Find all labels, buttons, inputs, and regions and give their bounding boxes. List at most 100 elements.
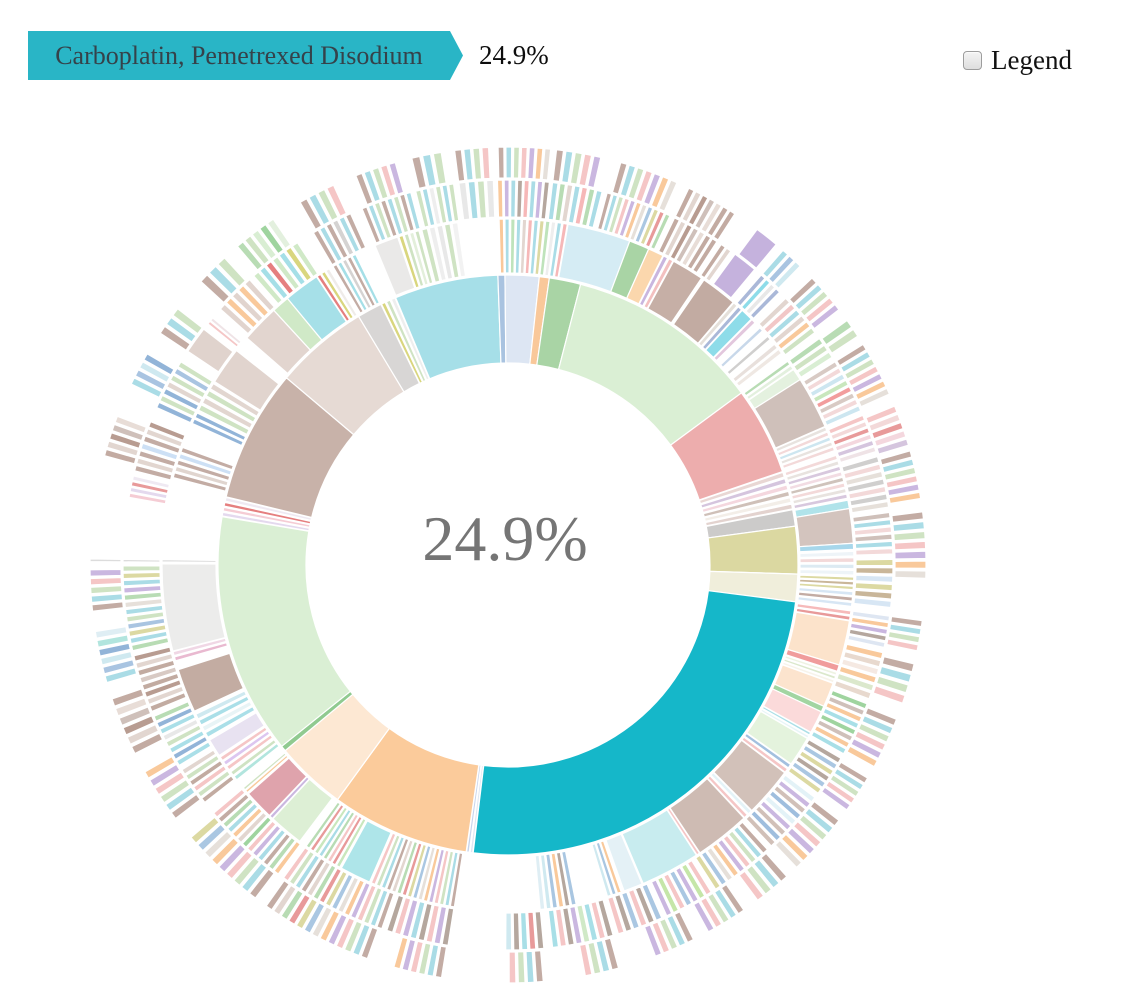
sunburst-arc[interactable] [123,584,162,594]
sunburst-arc[interactable] [198,695,250,726]
sunburst-arc[interactable] [165,724,203,748]
sunburst-arc[interactable] [209,317,242,345]
sunburst-arc[interactable] [165,316,197,343]
sunburst-arc[interactable] [441,907,455,946]
sunburst-arc[interactable] [627,888,648,927]
sunburst-arc[interactable] [798,750,835,777]
sunburst-arc[interactable] [595,841,617,896]
sunburst-arc[interactable] [792,820,822,849]
sunburst-arc[interactable] [595,939,611,973]
sunburst-arc[interactable] [309,803,345,852]
sunburst-arc[interactable] [752,858,781,889]
sunburst-arc[interactable] [699,243,727,279]
sunburst-arc[interactable] [401,898,419,938]
sunburst-arc[interactable] [346,255,377,308]
sunburst-arc[interactable] [422,847,441,903]
sunburst-arc[interactable] [184,754,221,781]
sunburst-arc[interactable] [361,206,382,244]
sunburst-arc[interactable] [700,850,728,886]
sunburst-arc[interactable] [836,439,875,458]
sunburst-arc[interactable] [360,926,379,960]
sunburst-arc[interactable] [129,486,168,500]
sunburst-arc[interactable] [114,697,148,717]
sunburst-arc[interactable] [408,231,430,286]
sunburst-arc[interactable] [349,881,371,920]
sunburst-arc[interactable] [145,428,184,448]
sunburst-arc[interactable] [745,283,776,315]
sunburst-arc[interactable] [159,712,197,735]
sunburst-arc[interactable] [694,854,722,891]
sunburst-arc[interactable] [438,850,455,906]
sunburst-arc[interactable] [433,849,450,905]
sunburst-arc[interactable] [370,832,397,886]
sunburst-arc[interactable] [101,658,136,675]
sunburst-arc[interactable] [894,560,927,570]
sunburst-arc[interactable] [141,672,180,691]
sunburst-arc[interactable] [830,689,868,710]
sunburst-arc[interactable] [133,646,172,662]
sunburst-arc[interactable] [463,148,474,181]
sunburst-arc[interactable] [611,161,628,195]
sunburst-arc[interactable] [799,550,855,559]
sunburst-arc[interactable] [262,832,292,867]
sunburst-arc[interactable] [201,396,254,430]
sunburst-arc[interactable] [720,883,745,915]
sunburst-arc[interactable] [218,843,247,873]
sunburst-arc[interactable] [320,270,355,320]
sunburst-arc[interactable] [890,615,923,628]
sunburst-arc[interactable] [672,279,735,345]
sunburst-arc[interactable] [104,667,138,684]
sunburst-arc[interactable] [842,650,882,668]
sunburst-arc[interactable] [305,801,342,850]
sunburst-arc[interactable] [791,761,827,789]
sunburst-arc[interactable] [833,767,865,791]
sunburst-arc[interactable] [668,869,693,907]
sunburst-arc[interactable] [706,205,730,237]
sunburst-arc[interactable] [191,418,245,447]
sunburst-arc[interactable] [879,450,913,466]
sunburst-arc[interactable] [829,774,861,798]
sunburst-arc[interactable] [560,850,577,906]
sunburst-arc[interactable] [809,303,840,330]
sunburst-arc[interactable] [578,943,593,977]
sunburst-arc[interactable] [743,360,791,397]
sunburst-arc[interactable] [635,169,654,203]
sunburst-arc[interactable] [186,328,234,373]
sunburst-arc[interactable] [623,201,642,240]
sunburst-arc[interactable] [207,320,240,348]
sunburst-arc[interactable] [887,630,921,644]
sunburst-arc[interactable] [341,258,373,310]
sunburst-arc[interactable] [798,582,854,591]
sunburst-arc[interactable] [434,185,448,224]
sunburst-arc[interactable] [123,591,163,602]
sunburst-arc[interactable] [135,457,175,474]
sunburst-arc[interactable] [891,511,925,524]
sunburst-arc[interactable] [799,557,855,564]
sunburst-arc[interactable] [122,571,161,580]
sunburst-arc[interactable] [159,778,191,804]
sunburst-arc[interactable] [844,643,884,660]
sunburst-arc[interactable] [855,574,894,584]
sunburst-arc[interactable] [861,714,894,735]
sunburst-arc[interactable] [799,568,855,576]
sunburst-arc[interactable] [299,197,323,231]
sunburst-arc[interactable] [849,493,889,507]
sunburst-arc[interactable] [294,854,321,890]
sunburst-arc[interactable] [527,146,536,180]
sunburst-arc[interactable] [465,764,482,854]
sunburst-arc[interactable] [200,775,235,804]
sunburst-arc[interactable] [208,265,239,296]
sunburst-arc[interactable] [246,820,277,853]
sunburst-arc[interactable] [651,921,671,954]
sunburst-arc[interactable] [692,900,715,933]
sunburst-arc[interactable] [512,146,521,179]
sunburst-arc[interactable] [414,229,434,285]
sunburst-arc[interactable] [316,188,339,222]
sunburst-arc[interactable] [325,267,358,318]
sunburst-arc[interactable] [701,484,789,514]
sunburst-arc[interactable] [90,593,124,604]
sunburst-arc[interactable] [737,228,778,270]
sunburst-arc[interactable] [534,854,546,911]
sunburst-arc[interactable] [388,161,405,195]
sunburst-arc[interactable] [681,190,702,223]
